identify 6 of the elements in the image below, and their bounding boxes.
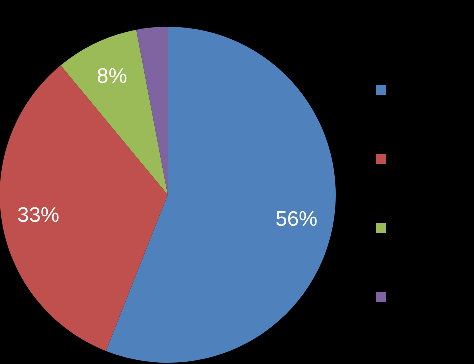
- data-label: 33%: [18, 204, 60, 227]
- pie-slice: [0, 66, 168, 352]
- pie-slice: [136, 27, 168, 195]
- pie-slice: [60, 30, 168, 195]
- data-label: 56%: [276, 208, 318, 232]
- data-label: 8%: [97, 64, 128, 88]
